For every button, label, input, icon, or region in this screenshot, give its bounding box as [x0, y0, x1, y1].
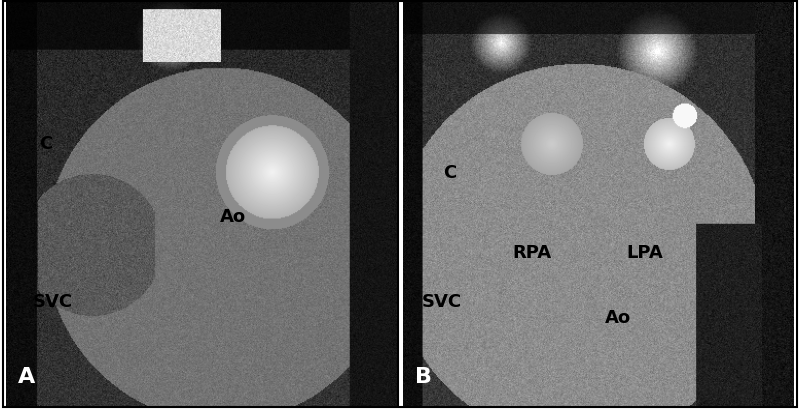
- Text: Ao: Ao: [605, 308, 631, 326]
- Text: RPA: RPA: [513, 244, 551, 262]
- Text: LPA: LPA: [627, 244, 664, 262]
- Text: Ao: Ao: [220, 208, 246, 225]
- Text: C: C: [39, 135, 52, 153]
- Text: A: A: [18, 366, 35, 386]
- Text: SVC: SVC: [33, 292, 74, 310]
- Text: C: C: [443, 163, 457, 181]
- Text: B: B: [415, 366, 432, 386]
- Text: SVC: SVC: [422, 292, 462, 310]
